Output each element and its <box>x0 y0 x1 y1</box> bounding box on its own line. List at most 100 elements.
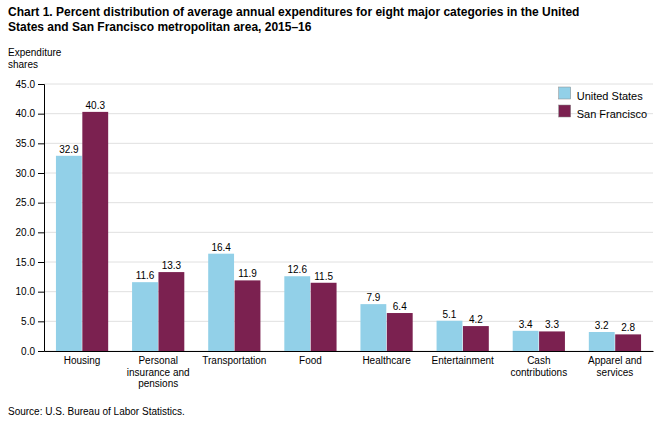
x-tick-label-line: pensions <box>138 378 178 389</box>
legend-swatch <box>559 105 571 117</box>
bar-series <box>82 112 641 351</box>
y-tick-label: 10.0 <box>16 286 36 297</box>
bar <box>208 254 234 351</box>
y-tick-mark <box>38 143 44 144</box>
bar-series <box>56 156 615 351</box>
x-tick-label-line: contributions <box>510 367 567 378</box>
y-tick-label: 20.0 <box>16 227 36 238</box>
data-label: 40.3 <box>86 100 106 111</box>
y-tick-mark <box>38 321 44 322</box>
y-tick-mark <box>38 351 44 352</box>
bars <box>56 112 641 351</box>
y-tick: 35.0 <box>16 138 44 149</box>
grid-line <box>44 84 653 85</box>
data-label: 5.1 <box>443 309 457 320</box>
data-label: 3.2 <box>595 320 609 331</box>
x-tick-label: Entertainment <box>432 355 494 366</box>
y-tick-label: 30.0 <box>16 168 36 179</box>
bar <box>615 334 641 351</box>
x-tick-label-line: Healthcare <box>362 355 411 366</box>
y-tick-mark <box>38 292 44 293</box>
x-tick-label-line: insurance and <box>127 367 190 378</box>
title: States and San Francisco metropolitan ar… <box>8 20 312 34</box>
legend: United StatesSan Francisco <box>559 87 647 120</box>
y-tick: 45.0 <box>16 79 44 90</box>
data-label: 11.9 <box>238 268 257 279</box>
x-axis: Housing Personalinsurance andpensions Tran… <box>45 352 654 390</box>
data-label: 11.6 <box>136 270 155 281</box>
y-tick-label: 25.0 <box>16 197 36 208</box>
y-axis-label: shares <box>8 59 38 70</box>
bar <box>158 272 184 351</box>
y-tick: 30.0 <box>16 168 44 179</box>
data-label: 12.6 <box>288 264 308 275</box>
bar <box>311 283 337 351</box>
data-labels: 32.9 11.6 16.4 12.6 7.9 5.1 3.4 3.2 40.3 13.3 11.9… <box>59 100 635 334</box>
y-tick-mark <box>38 173 44 174</box>
y-tick: 0.0 <box>21 346 44 357</box>
x-tick: Housing <box>64 355 101 366</box>
y-tick-mark <box>38 84 44 85</box>
data-label: 4.2 <box>469 314 483 325</box>
x-tick-label-line: Food <box>299 355 322 366</box>
chart-svg: Chart 1. Percent distribution of average… <box>0 0 668 423</box>
x-tick: Personalinsurance andpensions <box>127 355 190 389</box>
data-label: 32.9 <box>59 144 79 155</box>
x-tick: Healthcare <box>362 355 411 366</box>
title: Chart 1. Percent distribution of average… <box>8 5 579 19</box>
x-tick-label: Apparel andservices <box>588 355 642 378</box>
x-tick-label-line: Personal <box>138 355 177 366</box>
x-tick-label: Food <box>299 355 322 366</box>
x-tick-label: Healthcare <box>362 355 411 366</box>
y-tick: 15.0 <box>16 257 44 268</box>
y-tick-mark <box>38 262 44 263</box>
x-axis-line <box>45 351 654 352</box>
bar <box>56 156 82 351</box>
data-label: 6.4 <box>393 301 407 312</box>
plot-area: 0.0 5.0 10.0 15.0 20.0 25.0 30.0 35.0 40.0 45.0 Ho… <box>16 79 654 389</box>
bar <box>387 313 413 351</box>
bar <box>284 276 310 351</box>
y-tick: 20.0 <box>16 227 44 238</box>
x-tick-label: Cashcontributions <box>510 355 567 378</box>
data-label: 7.9 <box>366 292 380 303</box>
source: Source: U.S. Bureau of Labor Statistics. <box>8 406 185 417</box>
y-tick-mark <box>38 114 44 115</box>
y-tick: 10.0 <box>16 286 44 297</box>
y-axis-line <box>38 85 45 352</box>
bar <box>360 304 386 351</box>
data-label: 16.4 <box>211 242 231 253</box>
grid-line <box>44 202 653 203</box>
x-tick-label-line: Entertainment <box>432 355 494 366</box>
chart-container: Chart 1. Percent distribution of average… <box>0 0 668 423</box>
x-tick: Food <box>299 355 322 366</box>
bar <box>132 282 158 351</box>
bar <box>539 331 565 351</box>
legend-label: San Francisco <box>577 108 647 120</box>
y-tick-label: 15.0 <box>16 257 36 268</box>
grid-line <box>44 173 653 174</box>
y-tick: 25.0 <box>16 197 44 208</box>
data-label: 3.3 <box>545 319 559 330</box>
grid-line <box>44 262 653 263</box>
x-tick-label: Transportation <box>202 355 266 366</box>
y-tick-mark <box>38 232 44 233</box>
data-label: 13.3 <box>162 260 182 271</box>
grid-line <box>44 143 653 144</box>
x-tick-label: Personalinsurance andpensions <box>127 355 190 389</box>
x-tick-label-line: Cash <box>527 355 550 366</box>
y-tick-label: 40.0 <box>16 108 36 119</box>
x-tick: Cashcontributions <box>510 355 567 378</box>
x-tick-label-line: services <box>597 367 634 378</box>
y-tick-label: 0.0 <box>21 346 35 357</box>
x-tick-label-line: Apparel and <box>588 355 642 366</box>
bar <box>437 321 463 351</box>
y-axis-label: Expenditure <box>8 47 62 58</box>
data-label: 3.4 <box>519 319 533 330</box>
y-axis: 0.0 5.0 10.0 15.0 20.0 25.0 30.0 35.0 40.0 45.0 <box>16 79 45 357</box>
legend-swatch <box>559 87 571 99</box>
y-tick-label: 5.0 <box>21 316 35 327</box>
data-label: 11.5 <box>314 271 333 282</box>
x-tick-label: Housing <box>64 355 101 366</box>
bar <box>463 326 489 351</box>
